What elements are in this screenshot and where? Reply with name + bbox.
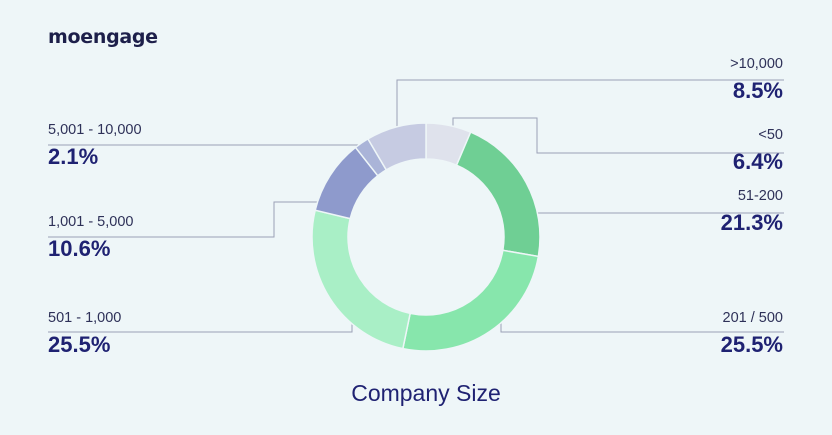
label-1001-5000: 1,001 - 5,000 10.6% — [48, 214, 133, 262]
donut-slice-3 — [311, 209, 412, 350]
category-label: 5,001 - 10,000 — [48, 122, 142, 138]
moengage-logo: moengage — [48, 26, 158, 48]
category-label: 51-200 — [737, 188, 783, 204]
label-over-10000: >10,000 8.5% — [730, 56, 783, 104]
percent-label: 25.5% — [720, 332, 783, 357]
percent-label: 21.3% — [720, 210, 783, 235]
category-label: 201 / 500 — [722, 310, 783, 326]
donut-slice-6 — [366, 122, 427, 171]
chart-title: Company Size — [351, 380, 501, 406]
leader-1001-5000 — [48, 201, 342, 238]
label-5001-10000: 5,001 - 10,000 2.1% — [48, 122, 142, 170]
category-label: >10,000 — [730, 56, 783, 72]
percent-label: 8.5% — [732, 78, 783, 103]
label-51-200: 51-200 21.3% — [721, 188, 783, 236]
label-201-500: 201 / 500 25.5% — [721, 310, 783, 358]
percent-label: 2.1% — [48, 144, 99, 169]
label-under-50: <50 6.4% — [733, 127, 783, 175]
donut-slice-1 — [455, 131, 541, 258]
category-label: 1,001 - 5,000 — [48, 214, 134, 230]
percent-label: 6.4% — [732, 149, 783, 174]
leader-over-10000 — [396, 79, 784, 140]
donut-slice-2 — [401, 249, 540, 352]
percent-label: 25.5% — [48, 332, 111, 357]
category-label: 501 - 1,000 — [48, 310, 122, 326]
label-501-1000: 501 - 1,000 25.5% — [48, 310, 121, 358]
leader-under-50 — [452, 117, 784, 154]
category-label: <50 — [758, 127, 783, 143]
percent-label: 10.6% — [48, 236, 111, 261]
